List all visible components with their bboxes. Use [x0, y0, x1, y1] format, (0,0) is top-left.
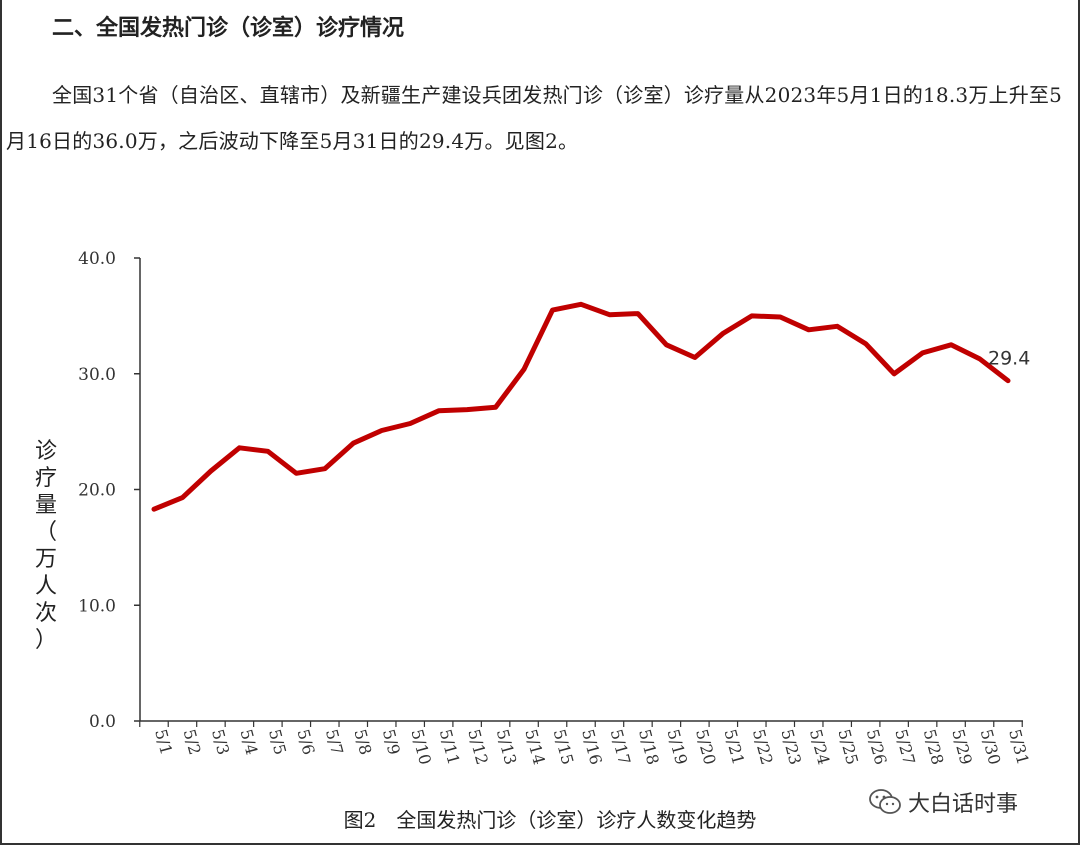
x-tick-label: 5/30 [977, 727, 1005, 767]
x-tick-label: 5/29 [948, 727, 976, 767]
x-tick-label: 5/26 [863, 727, 891, 767]
y-axis-label-char: 次 [34, 601, 57, 626]
y-axis-label-char: 疗 [34, 466, 57, 491]
x-tick-label: 5/28 [920, 727, 948, 767]
x-tick-label: 5/24 [806, 727, 834, 767]
y-axis-label-char: ） [34, 628, 57, 653]
x-tick-label: 5/7 [322, 727, 347, 757]
x-tick-label: 5/23 [777, 727, 805, 767]
x-tick-label: 5/8 [350, 727, 375, 757]
x-tick-label: 5/5 [265, 727, 290, 757]
y-axis-label-char: 诊 [34, 439, 57, 464]
chart-axes [134, 257, 1023, 727]
x-tick-label: 5/4 [237, 727, 262, 757]
series-line [151, 301, 1011, 512]
data-label: 29.4 [988, 348, 1030, 370]
wechat-icon [869, 789, 901, 814]
y-tick-label: 10.0 [78, 596, 116, 616]
y-axis-label-char: 量 [34, 493, 57, 518]
x-tick-label: 5/25 [834, 727, 862, 767]
x-tick-label: 5/22 [749, 727, 777, 767]
x-tick-label: 5/1 [151, 727, 176, 757]
x-tick-label: 5/10 [407, 727, 435, 767]
line-chart: 0.010.020.030.040.0 5/1 5/2 5/3 5/4 5/5 5/6 5/… [78, 249, 1033, 767]
x-tick-label: 5/2 [180, 727, 205, 757]
y-axis-label-char: （ [34, 520, 57, 545]
y-axis-label-char: 人 [34, 574, 57, 599]
y-tick-label: 30.0 [78, 365, 116, 385]
x-tick-label: 5/27 [891, 727, 919, 767]
x-tick-label: 5/9 [379, 727, 404, 757]
y-tick-labels: 0.0 10.0 20.0 30.0 40.0 [78, 249, 116, 732]
x-tick-label: 5/14 [521, 727, 549, 767]
y-tick-label: 20.0 [78, 481, 116, 501]
x-tick-label: 5/19 [664, 727, 692, 767]
x-tick-label: 5/21 [720, 727, 748, 767]
watermark-text: 大白话时事 [908, 792, 1019, 817]
x-tick-label: 5/20 [692, 727, 720, 767]
y-axis-label-char: 万 [34, 547, 57, 572]
y-axis-label: 诊疗量（万人次） [30, 438, 62, 654]
x-tick-label: 5/17 [607, 727, 635, 767]
x-tick-label: 5/3 [208, 727, 233, 757]
x-tick-labels: 5/1 5/2 5/3 5/4 5/5 5/6 5/7 5/8 5/9 5/10 5/11 5/12 5… [151, 727, 1033, 767]
x-tick-label: 5/18 [635, 727, 663, 767]
x-tick-label: 5/16 [578, 727, 606, 767]
x-tick-label: 5/11 [436, 727, 464, 767]
x-tick-label: 5/15 [550, 727, 578, 767]
body-paragraph: 全国31个省（自治区、直辖市）及新疆生产建设兵团发热门诊（诊室）诊疗量从2023… [6, 83, 1063, 153]
y-tick-label: 0.0 [89, 712, 116, 732]
x-tick-label: 5/12 [464, 727, 492, 767]
watermark: 大白话时事 [868, 786, 1018, 818]
x-tick-label: 5/13 [493, 727, 521, 767]
section-heading: 二、全国发热门诊（诊室）诊疗情况 [52, 16, 405, 41]
x-tick-label: 5/6 [293, 727, 318, 757]
y-tick-label: 40.0 [78, 249, 116, 269]
data-labels: 29.4 [988, 348, 1030, 370]
data-points [153, 304, 1009, 510]
figure-caption: 图2 全国发热门诊（诊室）诊疗人数变化趋势 [343, 808, 757, 832]
x-tick-label: 5/31 [1005, 727, 1033, 767]
